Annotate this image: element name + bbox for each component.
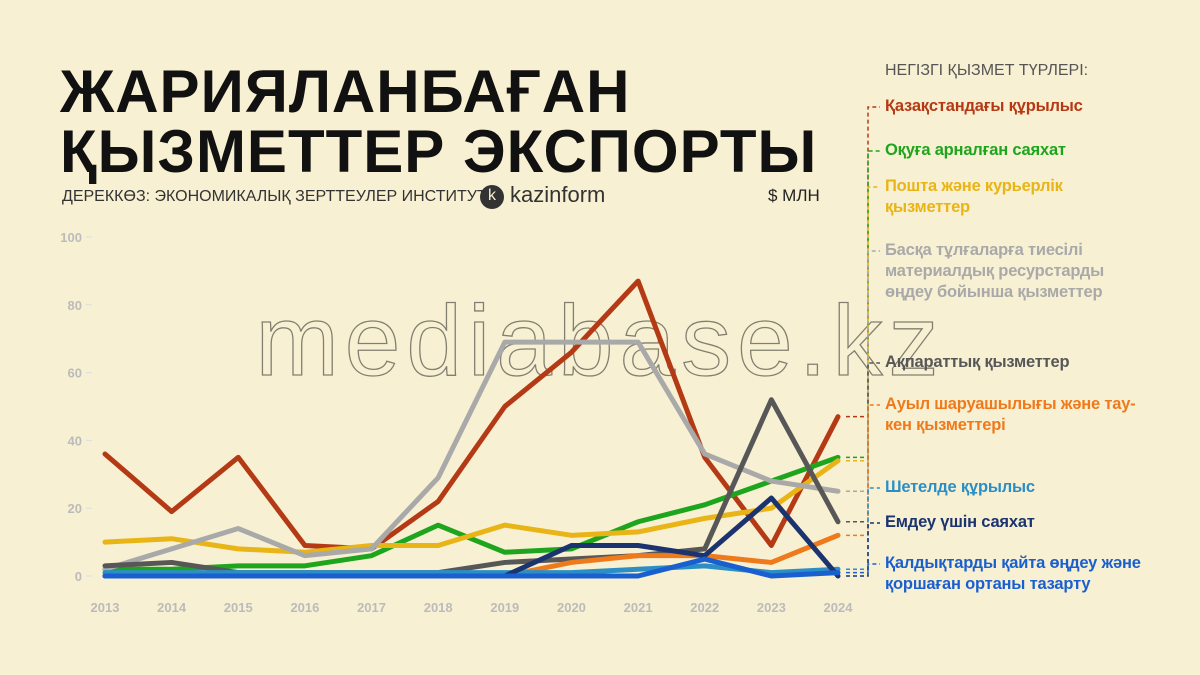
y-tick-label: 40: [68, 433, 82, 448]
legend-connector: [846, 186, 880, 462]
x-tick-label: 2014: [157, 600, 187, 615]
legend-label: Пошта және курьерлік қызметтер: [885, 177, 1063, 216]
title-line: ЖАРИЯЛАНБАҒАН: [60, 58, 631, 125]
series-line: [102, 454, 841, 572]
unit-label: $ МЛН: [768, 186, 820, 205]
legend-connector: [846, 487, 880, 570]
title-line: ҚЫЗМЕТТЕР ЭКСПОРТЫ: [60, 118, 818, 185]
x-tick-label: 2019: [490, 600, 519, 615]
legend-label: Басқа тұлғаларға тиесілі материалдық рес…: [885, 241, 1105, 301]
legend-label: Шетелде құрылыс: [885, 478, 1035, 496]
y-tick-label: 20: [68, 501, 82, 516]
legend-connector: [846, 250, 880, 492]
source: ДЕРЕККӨЗ: ЭКОНОМИКАЛЫҚ ЗЕРТТЕУЛЕР ИНСТИТ…: [62, 188, 501, 205]
x-tick-label: 2023: [757, 600, 786, 615]
x-tick-label: 2024: [824, 600, 854, 615]
x-tick-label: 2016: [290, 600, 319, 615]
legend-label: Қалдықтарды қайта өңдеу және қоршаған ор…: [885, 554, 1141, 593]
series-line: [102, 458, 841, 555]
y-tick-label: 0: [75, 569, 82, 584]
legend-connector: [846, 563, 880, 574]
legend-title: НЕГІЗГІ ҚЫЗМЕТ ТҮРЛЕРІ:: [885, 62, 1089, 79]
logo: kazinform: [480, 182, 605, 209]
series-line: [102, 278, 841, 552]
x-tick-label: 2017: [357, 600, 386, 615]
x-tick-label: 2018: [424, 600, 453, 615]
series-line: [102, 563, 841, 576]
y-tick-label: 60: [68, 366, 82, 381]
x-tick-label: 2022: [690, 600, 719, 615]
legend-label: Ауыл шаруашылығы және тау-кен қызметтері: [885, 395, 1136, 434]
y-tick-label: 100: [60, 230, 82, 245]
x-tick-label: 2020: [557, 600, 586, 615]
legend-label: Оқуға арналған саяхат: [885, 141, 1066, 159]
series-line: [102, 556, 841, 579]
x-tick-label: 2015: [224, 600, 253, 615]
y-tick-label: 80: [68, 298, 82, 313]
legend-label: Емдеу үшін саяхат: [885, 513, 1035, 531]
x-tick-label: 2013: [91, 600, 120, 615]
x-tick-label: 2021: [624, 600, 653, 615]
legend-connector: [846, 404, 880, 537]
legend-label: Ақпараттық қызметтер: [885, 353, 1070, 371]
series-line: [102, 339, 841, 572]
legend-connector: [846, 522, 880, 577]
legend-label: Қазақстандағы құрылыс: [885, 97, 1083, 115]
